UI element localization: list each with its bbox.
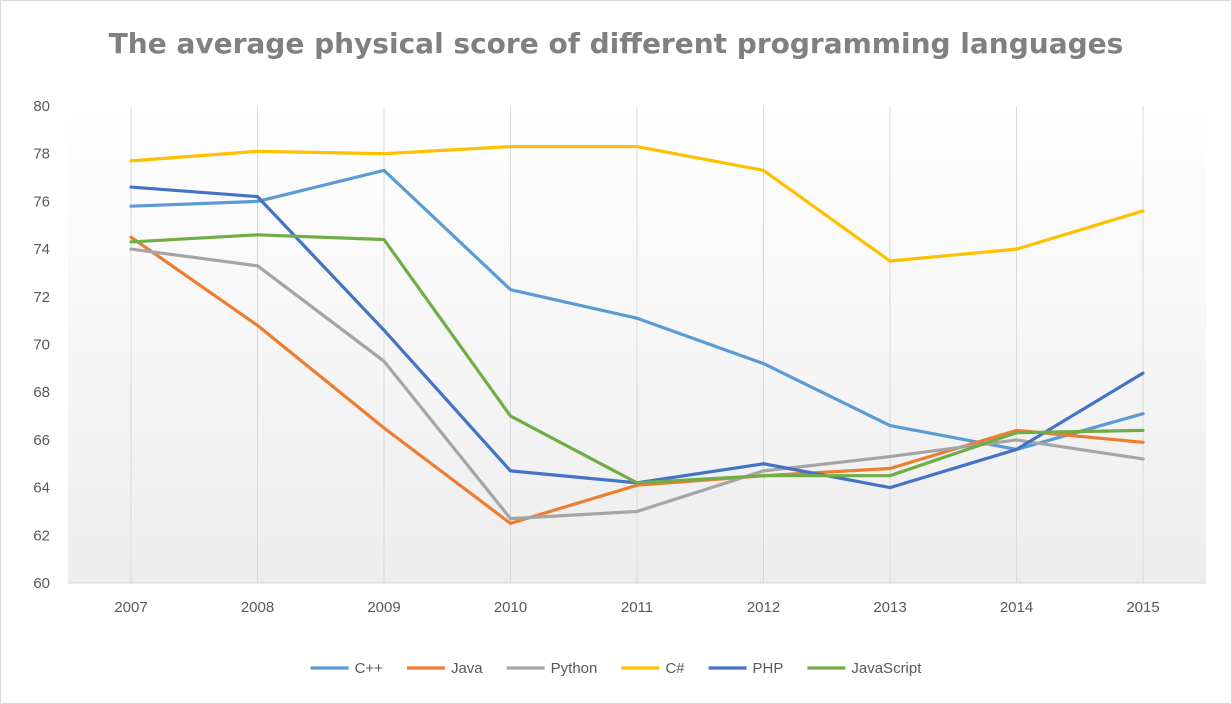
x-tick-label: 2011 bbox=[621, 599, 653, 616]
x-tick-label: 2015 bbox=[1126, 599, 1159, 616]
legend-label-java: Java bbox=[451, 660, 483, 677]
x-tick-label: 2014 bbox=[1000, 599, 1033, 616]
series-lines bbox=[129, 144, 1145, 525]
legend-label-php: PHP bbox=[753, 660, 784, 677]
x-tick-label: 2007 bbox=[114, 599, 147, 616]
legend: C++ Java Python C# PHP JavaScript bbox=[310, 660, 922, 677]
y-tick-label: 62 bbox=[33, 527, 50, 544]
y-tick-label: 78 bbox=[33, 146, 50, 163]
series-line-csharp bbox=[129, 144, 1145, 263]
legend-label-javascript: JavaScript bbox=[851, 660, 922, 677]
series-line-javascript bbox=[129, 233, 1145, 485]
gridlines bbox=[130, 106, 1144, 583]
axes: 2007 2008 2009 2010 2011 2012 2013 2014 2015 60 62… bbox=[33, 98, 1206, 616]
y-tick-label: 60 bbox=[33, 575, 50, 592]
y-tick-label: 68 bbox=[33, 384, 50, 401]
y-tick-label: 80 bbox=[33, 98, 50, 115]
legend-label-python: Python bbox=[551, 660, 598, 677]
x-tick-label: 2013 bbox=[873, 599, 906, 616]
y-tick-label: 76 bbox=[33, 193, 50, 210]
x-tick-label: 2012 bbox=[747, 599, 780, 616]
x-tick-label: 2009 bbox=[367, 599, 400, 616]
y-tick-label: 72 bbox=[33, 289, 50, 306]
legend-label-cplusplus: C++ bbox=[355, 660, 384, 677]
y-tick-label: 64 bbox=[33, 480, 50, 497]
y-tick-label: 74 bbox=[33, 241, 50, 258]
y-tick-label: 70 bbox=[33, 337, 50, 354]
y-tick-label: 66 bbox=[33, 432, 50, 449]
series-line-java bbox=[129, 235, 1145, 525]
chart-title: The average physical score of different … bbox=[109, 27, 1124, 60]
legend-label-csharp: C# bbox=[665, 660, 685, 677]
x-tick-label: 2010 bbox=[494, 599, 527, 616]
x-tick-label: 2008 bbox=[241, 599, 274, 616]
